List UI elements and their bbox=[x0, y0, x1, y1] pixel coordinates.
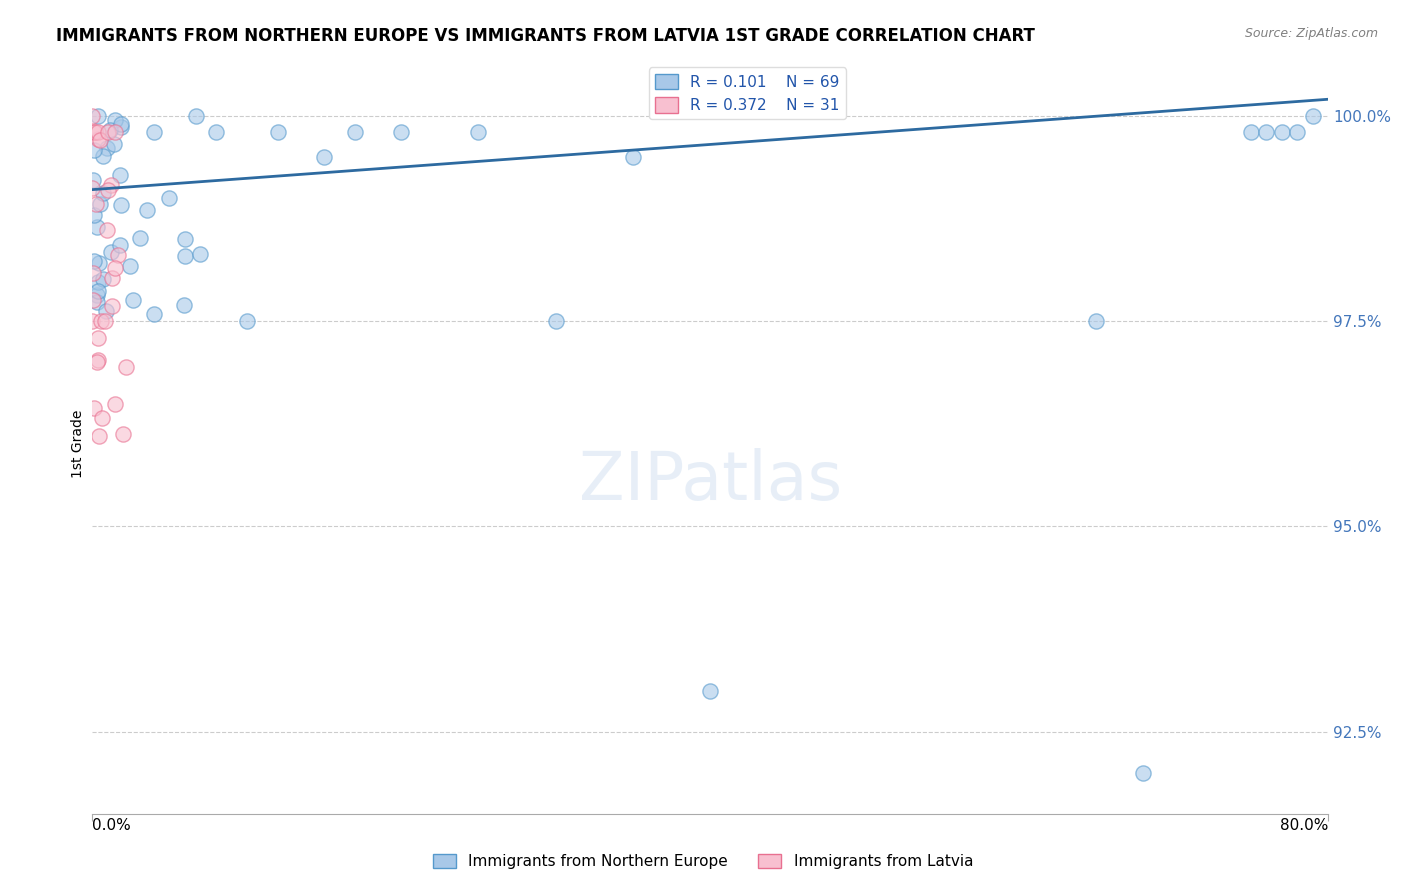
Point bbox=[343, 125, 366, 139]
Point bbox=[143, 307, 166, 321]
Point bbox=[89, 197, 111, 211]
Point bbox=[115, 360, 138, 375]
Point bbox=[190, 247, 212, 261]
Point bbox=[87, 275, 110, 289]
Point bbox=[97, 125, 120, 139]
Point bbox=[82, 181, 104, 195]
Point bbox=[82, 109, 104, 123]
Point bbox=[98, 123, 121, 137]
Text: 80.0%: 80.0% bbox=[1279, 818, 1329, 832]
Point bbox=[87, 284, 110, 298]
Point bbox=[111, 426, 134, 441]
Point bbox=[82, 314, 104, 328]
Point bbox=[1240, 125, 1263, 139]
Point bbox=[87, 131, 110, 145]
Point bbox=[143, 125, 166, 139]
Legend: Immigrants from Northern Europe, Immigrants from Latvia: Immigrants from Northern Europe, Immigra… bbox=[427, 848, 979, 875]
Point bbox=[110, 120, 132, 134]
Text: Source: ZipAtlas.com: Source: ZipAtlas.com bbox=[1244, 27, 1378, 40]
Point bbox=[91, 411, 114, 425]
Point bbox=[173, 232, 195, 246]
Point bbox=[1271, 125, 1294, 139]
Point bbox=[96, 223, 118, 237]
Point bbox=[84, 125, 107, 139]
Point bbox=[122, 293, 145, 308]
Point bbox=[128, 231, 150, 245]
Point bbox=[110, 198, 132, 212]
Point bbox=[699, 683, 721, 698]
Point bbox=[1302, 109, 1324, 123]
Text: IMMIGRANTS FROM NORTHERN EUROPE VS IMMIGRANTS FROM LATVIA 1ST GRADE CORRELATION : IMMIGRANTS FROM NORTHERN EUROPE VS IMMIG… bbox=[56, 27, 1035, 45]
Point bbox=[82, 172, 104, 186]
Point bbox=[1132, 765, 1154, 780]
Point bbox=[159, 191, 181, 205]
Point bbox=[100, 244, 122, 259]
Point bbox=[104, 397, 127, 411]
Point bbox=[110, 168, 132, 182]
Legend: R = 0.101    N = 69, R = 0.372    N = 31: R = 0.101 N = 69, R = 0.372 N = 31 bbox=[650, 68, 845, 120]
Point bbox=[93, 314, 115, 328]
Point bbox=[1256, 125, 1278, 139]
Point bbox=[108, 238, 131, 252]
Point bbox=[101, 271, 124, 285]
Point bbox=[86, 288, 108, 302]
Point bbox=[84, 197, 107, 211]
Point bbox=[83, 401, 105, 415]
Point bbox=[467, 125, 489, 139]
Point bbox=[100, 178, 122, 192]
Point bbox=[235, 314, 257, 328]
Point bbox=[186, 109, 208, 123]
Point bbox=[91, 272, 114, 286]
Point bbox=[312, 150, 335, 164]
Y-axis label: 1st Grade: 1st Grade bbox=[72, 410, 86, 478]
Point bbox=[87, 109, 110, 123]
Point bbox=[86, 220, 108, 235]
Point bbox=[120, 259, 142, 273]
Point bbox=[97, 183, 120, 197]
Point bbox=[86, 355, 108, 369]
Point bbox=[93, 148, 115, 162]
Point bbox=[86, 295, 108, 310]
Point bbox=[83, 125, 105, 139]
Point bbox=[103, 136, 125, 151]
Point bbox=[87, 428, 110, 442]
Text: 0.0%: 0.0% bbox=[93, 818, 131, 832]
Point bbox=[389, 125, 412, 139]
Point bbox=[90, 314, 112, 328]
Point bbox=[107, 248, 129, 262]
Point bbox=[82, 266, 104, 280]
Point bbox=[266, 125, 288, 139]
Point bbox=[104, 125, 127, 139]
Point bbox=[104, 113, 127, 128]
Point bbox=[83, 208, 105, 222]
Point bbox=[83, 254, 105, 268]
Text: ZIPatlas: ZIPatlas bbox=[578, 449, 842, 515]
Point bbox=[87, 256, 110, 270]
Point bbox=[101, 299, 124, 313]
Point bbox=[136, 202, 159, 217]
Point bbox=[544, 314, 567, 328]
Point bbox=[1286, 125, 1309, 139]
Point bbox=[96, 141, 118, 155]
Point bbox=[1085, 314, 1108, 328]
Point bbox=[96, 304, 118, 318]
Point bbox=[204, 125, 226, 139]
Point bbox=[83, 143, 105, 157]
Point bbox=[82, 293, 104, 308]
Point bbox=[104, 261, 127, 276]
Point bbox=[89, 133, 111, 147]
Point bbox=[110, 117, 132, 131]
Point bbox=[87, 125, 110, 139]
Point bbox=[173, 298, 195, 312]
Point bbox=[174, 249, 197, 263]
Point bbox=[621, 150, 644, 164]
Point bbox=[91, 186, 114, 201]
Point bbox=[87, 353, 110, 368]
Point bbox=[87, 331, 110, 345]
